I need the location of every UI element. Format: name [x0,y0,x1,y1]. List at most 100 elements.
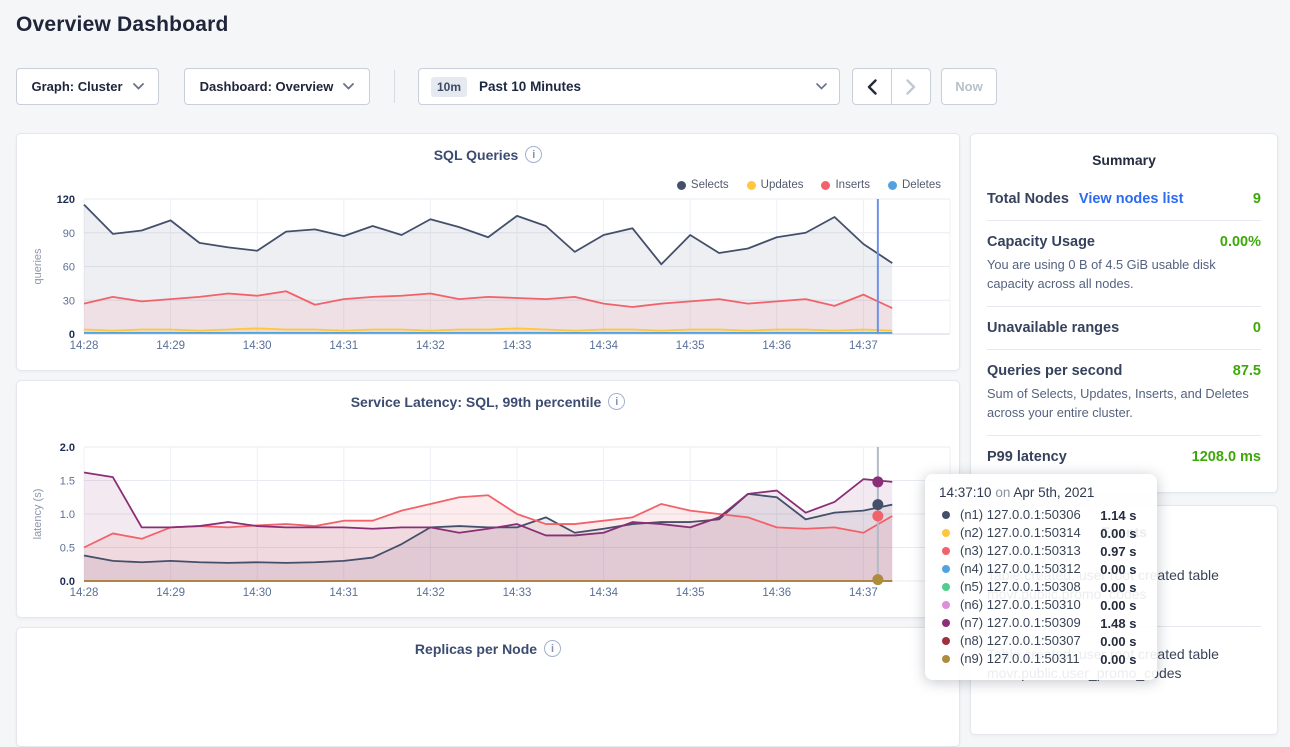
x-axis-tick-label: 14:33 [503,340,532,352]
x-axis-tick-label: 14:35 [676,340,705,352]
legend-label: Deletes [902,179,941,191]
series-line [83,327,893,332]
latency-hover-tooltip: 14:37:10 on Apr 5th, 2021 (n1) 127.0.0.1… [925,474,1157,680]
service-latency-title: Service Latency: SQL, 99th percentile [350,393,602,410]
legend-item: Deletes [888,179,941,191]
x-axis-tick-label: 14:32 [416,340,445,352]
legend-item: Selects [676,179,729,191]
time-next-button[interactable] [891,68,931,105]
summary-panel: Summary Total Nodes View nodes list 9 Capac… [970,133,1278,493]
time-range-selector[interactable]: 10m Past 10 Minutes [418,68,840,105]
sql-queries-chart[interactable]: 0 30 60 90 120 14:28 14:29 14:30 14:31 14:32 14:33… [17,134,961,372]
tooltip-node-value: 0.00 s [1100,525,1137,541]
now-button-label: Now [955,79,983,94]
y-axis-tick-label: 1.5 [60,476,75,488]
service-latency-chart[interactable]: 0.0 0.5 1.0 1.5 2.0 14:28 14:29 14:30 14:31 14:32… [17,381,961,619]
chevron-down-icon [132,83,144,90]
x-axis-tick-label: 14:28 [70,340,99,352]
x-axis-tick-label: 14:29 [156,340,185,352]
y-axis-tick-label: 1.0 [60,509,75,521]
summary-row: Queries per second 87.5 Sum of Selects, Up… [987,349,1261,435]
legend-item: Inserts [821,179,870,191]
info-icon[interactable]: i [525,146,543,163]
legend-dot-icon [746,180,756,190]
series-line [83,471,893,537]
legend-dot-icon [821,180,831,190]
summary-row-description: You are using 0 B of 4.5 GiB usable disk… [987,257,1216,291]
sql-queries-card: SQL Queries i Selects Updates Inserts Delet… [16,133,960,371]
dashboard-dropdown-label: Dashboard: Overview [199,79,334,94]
tooltip-node-value: 0.00 s [1100,579,1137,595]
info-icon[interactable]: i [608,393,626,410]
tooltip-node-value: 0.00 s [1100,597,1137,613]
highlight-point [872,476,884,488]
tooltip-node-label: (n4) 127.0.0.1:50312 [960,561,1081,576]
time-prev-button[interactable] [852,68,892,105]
legend-label: Selects [690,179,729,191]
x-axis-tick-label: 14:37 [849,587,878,599]
chevron-down-icon [816,83,827,90]
highlight-point [872,499,884,511]
y-axis-label: latency (s) [32,489,44,540]
time-range-badge: 10m [431,76,468,97]
graph-dropdown[interactable]: Graph: Cluster [16,68,159,105]
tooltip-node-label: (n2) 127.0.0.1:50314 [960,525,1081,540]
dashboard-dropdown[interactable]: Dashboard: Overview [184,68,370,105]
x-axis-tick-label: 14:37 [849,340,878,352]
series-line [83,203,893,266]
chevron-down-icon [343,83,355,90]
node-color-dot [942,565,950,573]
x-axis-tick-label: 14:31 [329,587,358,599]
x-axis-tick-label: 14:34 [589,340,618,352]
y-axis-tick-label: 0.0 [60,576,75,588]
y-axis-tick-label: 60 [63,262,75,274]
tooltip-node-label: (n6) 127.0.0.1:50310 [960,597,1081,612]
x-axis-tick-label: 14:30 [243,340,272,352]
summary-row: Unavailable ranges 0 [987,306,1261,349]
legend-dot-icon [888,180,897,190]
info-icon[interactable]: i [544,640,562,657]
sql-queries-legend: Selects Updates Inserts Deletes [676,179,941,191]
tooltip-node-value: 0.00 s [1100,633,1137,649]
page-title: Overview Dashboard [16,13,229,36]
series-line [83,493,893,564]
node-color-dot [942,655,950,663]
summary-row-value: 9 [1252,191,1261,207]
x-axis-tick-label: 14:32 [416,587,445,599]
summary-title: Summary [1092,152,1156,168]
time-now-button[interactable]: Now [941,68,997,105]
y-axis-tick-label: 2.0 [60,442,75,454]
chevron-right-icon [906,78,916,95]
time-range-label: Past 10 Minutes [479,79,582,94]
y-axis-tick-label: 0 [69,329,75,341]
node-color-dot [942,583,950,591]
summary-row: Total Nodes View nodes list 9 [987,178,1261,220]
series-line [83,494,893,549]
x-axis-tick-label: 14:30 [243,587,272,599]
summary-row-value: 0.00% [1219,234,1261,250]
highlight-point [872,510,884,522]
toolbar-divider [394,70,395,103]
summary-row: Capacity Usage 0.00% You are using 0 B of … [987,220,1261,306]
summary-row-label: Queries per second [987,363,1123,380]
node-color-dot [942,511,950,519]
legend-dot-icon [676,180,686,190]
y-axis-tick-label: 120 [57,194,75,206]
legend-label: Inserts [835,179,870,191]
node-color-dot [942,619,950,627]
tooltip-node-value: 1.48 s [1100,615,1137,631]
replicas-per-node-title: Replicas per Node [414,640,538,657]
node-color-dot [942,529,950,537]
x-axis-tick-label: 14:36 [762,340,791,352]
view-nodes-list-link[interactable]: View nodes list [1078,191,1184,207]
summary-row-value: 0 [1252,320,1261,337]
tooltip-node-value: 0.00 s [1100,651,1137,667]
tooltip-node-label: (n8) 127.0.0.1:50307 [960,633,1081,648]
x-axis-tick-label: 14:29 [156,587,185,599]
x-axis-tick-label: 14:35 [676,587,705,599]
tooltip-timestamp: 14:37:10 on Apr 5th, 2021 [939,485,1095,500]
summary-row: P99 latency 1208.0 ms [987,435,1261,478]
summary-row-value: 87.5 [1232,363,1261,380]
chevron-left-icon [867,78,877,95]
y-axis-label: queries [32,248,44,285]
